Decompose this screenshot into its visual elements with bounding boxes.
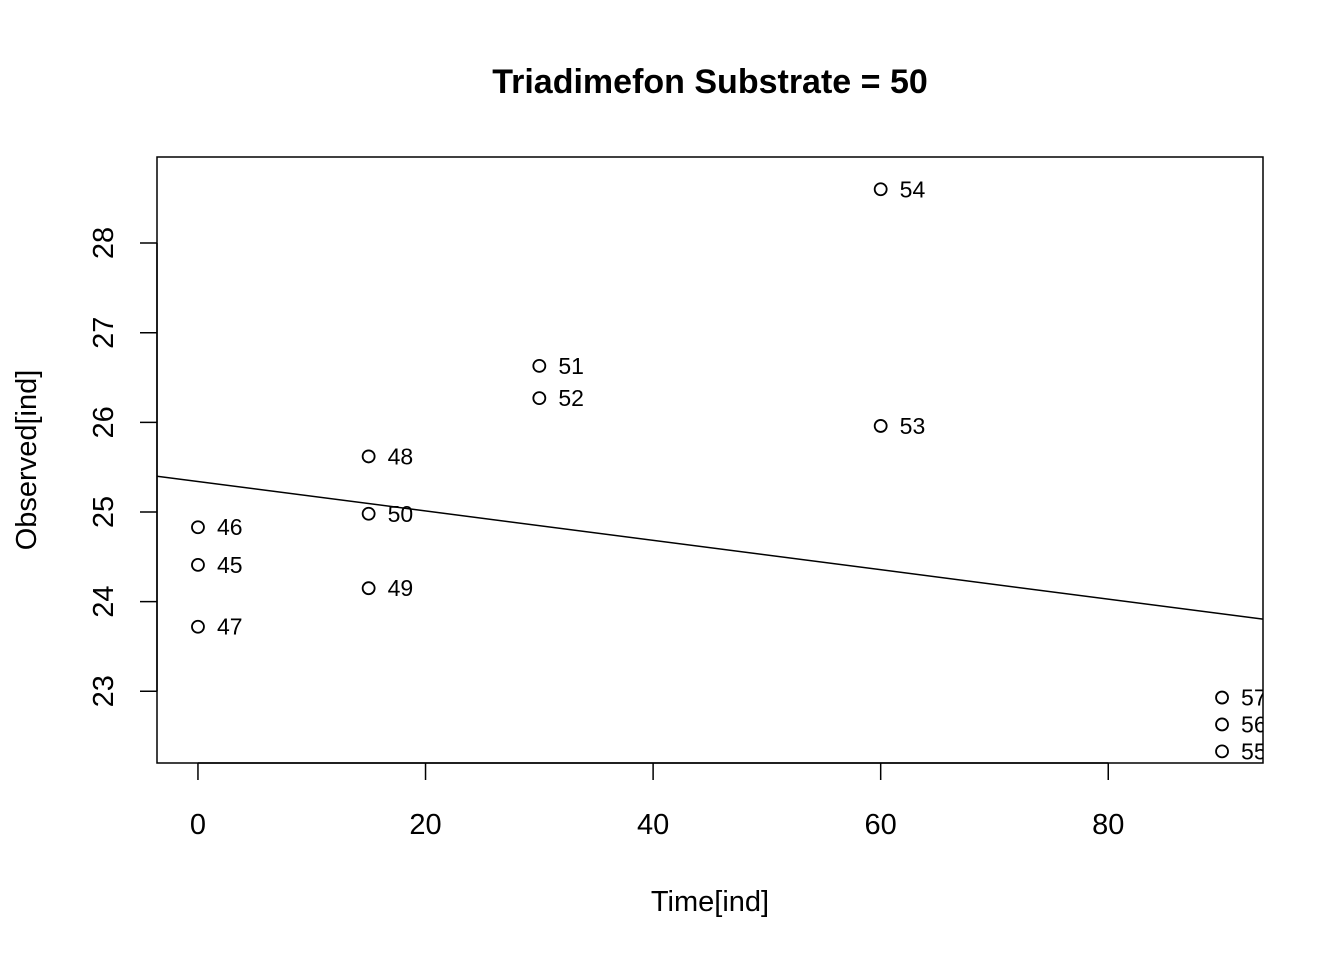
y-tick-label: 28 xyxy=(88,227,120,259)
point-label: 48 xyxy=(388,443,414,469)
y-tick-label: 23 xyxy=(88,675,120,707)
point-label: 51 xyxy=(558,353,584,379)
data-point xyxy=(532,358,547,373)
point-label: 46 xyxy=(217,514,243,540)
point-label: 50 xyxy=(388,501,414,527)
point-label: 56 xyxy=(1241,711,1267,737)
plot-area-frame xyxy=(156,156,1264,764)
point-label: 57 xyxy=(1241,685,1267,711)
data-point xyxy=(191,520,205,535)
point-label: 45 xyxy=(217,552,243,578)
chart-title: Triadimefon Substrate = 50 xyxy=(492,63,928,101)
regression-line xyxy=(157,475,1263,620)
data-point xyxy=(873,182,888,197)
point-label: 47 xyxy=(217,614,243,640)
data-point xyxy=(532,391,547,406)
data-point xyxy=(191,557,205,572)
x-axis: 0 20 40 60 80 xyxy=(190,762,1124,841)
x-tick-label: 60 xyxy=(865,809,897,841)
y-axis-label: Observed[ind] xyxy=(11,370,43,551)
data-points xyxy=(191,182,1229,759)
data-point xyxy=(361,449,376,464)
x-axis-label: Time[ind] xyxy=(651,886,769,918)
data-point xyxy=(1215,690,1229,705)
point-label: 55 xyxy=(1241,738,1267,764)
data-point xyxy=(361,581,376,596)
data-point xyxy=(1215,717,1229,732)
y-tick-label: 26 xyxy=(88,406,120,438)
data-point xyxy=(873,419,888,433)
point-label: 49 xyxy=(388,575,414,601)
data-point xyxy=(361,506,376,521)
x-tick-label: 20 xyxy=(409,809,441,841)
y-tick-label: 24 xyxy=(88,586,120,618)
data-point xyxy=(191,619,205,634)
y-axis: 23 24 25 26 27 28 xyxy=(88,227,158,707)
point-label: 54 xyxy=(900,176,926,202)
y-tick-label: 25 xyxy=(88,496,120,528)
regression-line-group xyxy=(157,475,1263,620)
x-tick-label: 0 xyxy=(190,809,206,841)
x-tick-label: 40 xyxy=(637,809,669,841)
data-point xyxy=(1215,744,1229,759)
y-tick-label: 27 xyxy=(88,317,120,349)
point-label: 52 xyxy=(558,385,584,411)
point-label: 53 xyxy=(900,413,926,439)
x-tick-label: 80 xyxy=(1092,809,1124,841)
